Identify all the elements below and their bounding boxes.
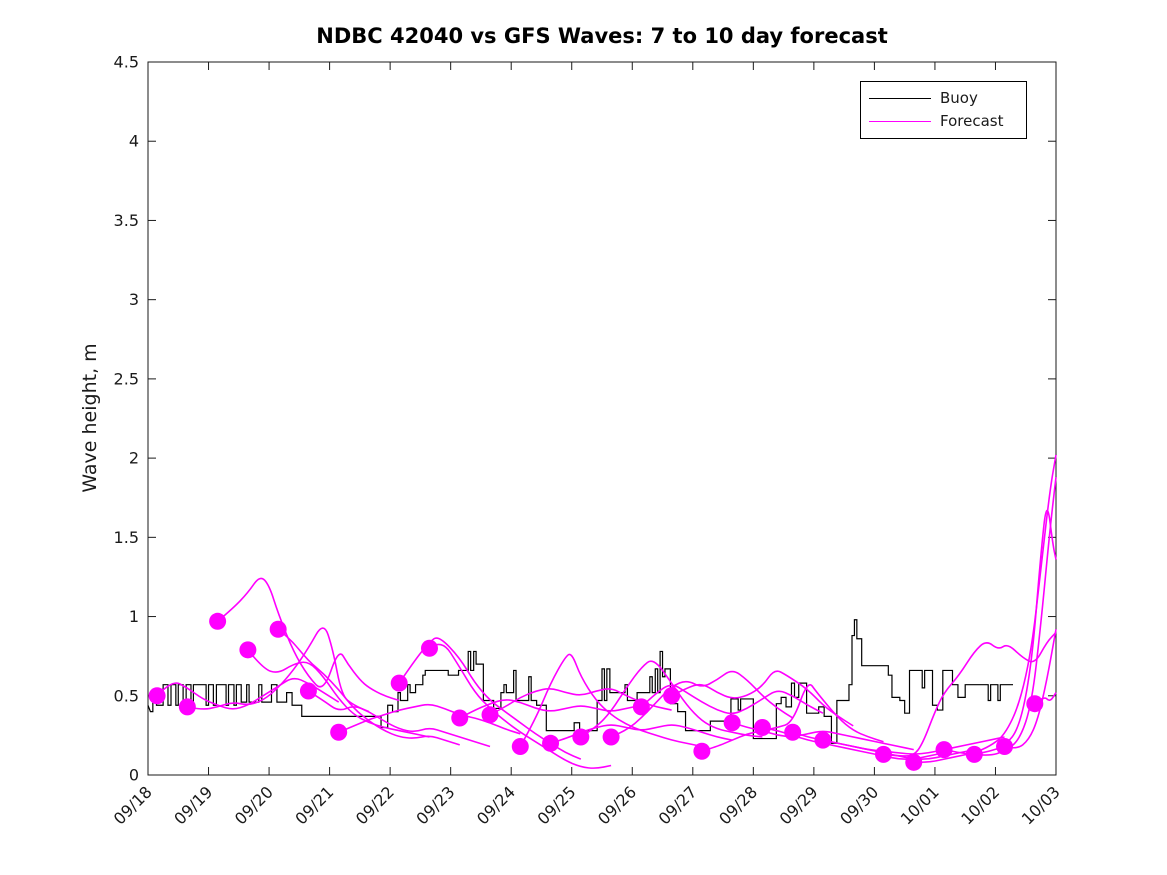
forecast-start-marker	[542, 734, 560, 752]
forecast-start-marker	[330, 723, 348, 741]
plot-border	[147, 61, 1057, 776]
x-tick-label: 10/03	[1018, 782, 1064, 828]
legend-label-buoy: Buoy	[940, 89, 978, 108]
forecast-start-marker	[239, 641, 257, 659]
forecast-start-marker	[269, 620, 287, 638]
y-tick-label: 4.5	[114, 53, 139, 72]
forecast-line-segment	[428, 643, 612, 769]
y-tick-label: 3.5	[114, 211, 139, 230]
buoy-line-swatch	[869, 98, 931, 100]
forecast-start-marker	[935, 741, 953, 759]
x-tick-label: 09/26	[594, 782, 640, 828]
forecast-start-marker	[814, 731, 832, 749]
forecast-start-marker	[602, 728, 620, 746]
forecast-line-segment	[913, 454, 1057, 764]
forecast-start-marker	[965, 745, 983, 763]
x-tick-label: 09/23	[412, 782, 458, 828]
legend-item-buoy: Buoy	[869, 91, 1018, 106]
y-tick-label: 0.5	[114, 686, 139, 705]
forecast-start-marker	[178, 698, 196, 716]
x-tick-label: 09/29	[776, 782, 822, 828]
x-tick-label: 09/21	[291, 782, 337, 828]
forecast-start-marker	[632, 698, 650, 716]
forecast-line-segment	[217, 577, 400, 702]
legend: Buoy Forecast	[860, 81, 1027, 139]
x-tick-label: 10/01	[897, 782, 943, 828]
forecast-line-segment	[247, 649, 430, 738]
forecast-line-segment	[307, 690, 491, 748]
forecast-line-segment	[701, 684, 884, 752]
x-tick-label: 09/25	[534, 782, 580, 828]
x-tick-label: 09/19	[170, 782, 216, 828]
forecast-line-swatch	[869, 120, 931, 122]
forecast-start-marker	[209, 612, 227, 630]
forecast-start-marker	[663, 687, 681, 705]
y-tick-label: 3	[129, 290, 139, 309]
x-tick-label: 10/02	[957, 782, 1003, 828]
forecast-start-marker	[753, 718, 771, 736]
forecast-start-marker	[148, 687, 166, 705]
forecast-start-marker	[723, 714, 741, 732]
buoy-line	[147, 619, 1014, 744]
x-tick-label: 09/20	[231, 782, 277, 828]
forecast-line-segment	[519, 653, 703, 748]
forecast-start-marker	[996, 737, 1014, 755]
forecast-line-segment	[580, 660, 763, 738]
x-tick-label: 09/24	[473, 782, 519, 828]
forecast-start-marker	[451, 709, 469, 727]
forecast-line-segment	[277, 628, 460, 746]
y-tick-label: 0	[129, 766, 139, 785]
series-group	[147, 454, 1057, 771]
forecast-start-marker	[420, 639, 438, 657]
forecast-line-segment	[1004, 629, 1057, 749]
forecast-start-marker	[784, 723, 802, 741]
forecast-start-marker	[1026, 695, 1044, 713]
x-tick-label: 09/22	[352, 782, 398, 828]
x-tick-label: 09/18	[110, 782, 156, 828]
forecast-start-marker	[511, 737, 529, 755]
forecast-start-marker	[874, 745, 892, 763]
forecast-line-segment	[640, 684, 824, 715]
x-tick-label: 09/30	[836, 782, 882, 828]
legend-label-forecast: Forecast	[940, 111, 1004, 130]
forecast-line-segment	[187, 627, 370, 713]
forecast-start-marker	[299, 682, 317, 700]
forecast-start-marker	[905, 753, 923, 771]
forecast-line-segment	[974, 477, 1057, 756]
forecast-start-marker	[693, 742, 711, 760]
x-tick-label: 09/27	[655, 782, 701, 828]
forecast-line-segment	[671, 670, 854, 727]
forecast-start-marker	[572, 728, 590, 746]
y-tick-label: 1	[129, 607, 139, 626]
forecast-line-segment	[550, 724, 733, 745]
legend-item-forecast: Forecast	[869, 111, 1018, 130]
y-tick-label: 2.5	[114, 369, 139, 388]
y-tick-label: 4	[129, 132, 139, 151]
y-tick-label: 2	[129, 449, 139, 468]
forecast-start-marker	[481, 706, 499, 724]
x-tick-label: 09/28	[715, 782, 761, 828]
forecast-start-marker	[390, 674, 408, 692]
y-tick-label: 1.5	[114, 528, 139, 547]
chart-title: NDBC 42040 vs GFS Waves: 7 to 10 day for…	[316, 24, 888, 48]
